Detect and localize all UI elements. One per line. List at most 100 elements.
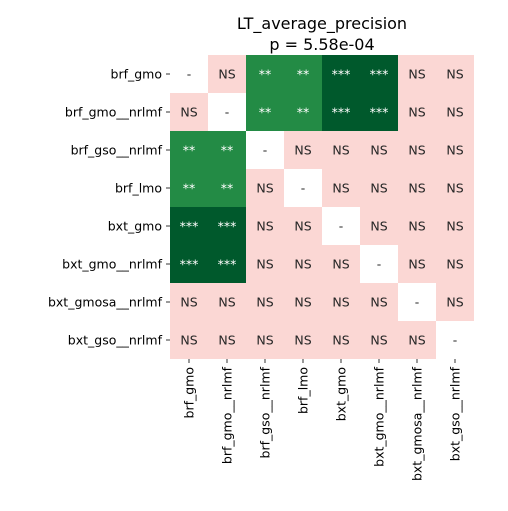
row-label: bxt_gmo xyxy=(108,219,162,234)
column-label: brf_gso__nrlmf xyxy=(258,366,273,458)
cell-value-label: NS xyxy=(408,219,425,234)
heatmap-cell xyxy=(246,245,284,283)
heatmap-cell xyxy=(322,245,360,283)
cell-value-label: - xyxy=(453,333,458,348)
row-label: brf_gmo__nrlmf xyxy=(65,105,163,120)
cell-value-label: NS xyxy=(294,257,311,272)
heatmap-cell xyxy=(170,131,208,169)
cell-value-label: - xyxy=(225,105,230,120)
cell-value-label: ** xyxy=(297,105,310,120)
heatmap-cell xyxy=(360,131,398,169)
cell-value-label: NS xyxy=(446,257,463,272)
heatmap-cell xyxy=(170,283,208,321)
cell-value-label: ** xyxy=(297,67,310,82)
cell-value-label: *** xyxy=(332,105,351,120)
column-label: bxt_gso__nrlmf xyxy=(448,366,463,461)
heatmap-cell xyxy=(360,245,398,283)
column-label: brf_lmo xyxy=(296,367,311,414)
heatmap-cell xyxy=(360,207,398,245)
cell-value-label: *** xyxy=(332,67,351,82)
row-label: bxt_gso__nrlmf xyxy=(68,333,163,348)
heatmap-cell xyxy=(360,283,398,321)
row-label: bxt_gmosa__nrlmf xyxy=(48,295,163,310)
heatmap-cell xyxy=(436,207,474,245)
heatmap-cell xyxy=(208,321,246,359)
heatmap-cell xyxy=(170,93,208,131)
heatmap-cell xyxy=(322,131,360,169)
cell-value-label: *** xyxy=(180,219,199,234)
cell-value-label: *** xyxy=(370,105,389,120)
heatmap-cell xyxy=(208,207,246,245)
heatmap-cell xyxy=(398,321,436,359)
heatmap-cell xyxy=(322,55,360,93)
cell-value-label: NS xyxy=(180,333,197,348)
heatmap-cell xyxy=(322,321,360,359)
cell-value-label: NS xyxy=(446,67,463,82)
heatmap-cell xyxy=(170,55,208,93)
cell-value-label: NS xyxy=(446,219,463,234)
heatmap-cell xyxy=(284,245,322,283)
cell-value-label: NS xyxy=(408,257,425,272)
heatmap-cell xyxy=(398,207,436,245)
heatmap-cell xyxy=(284,55,322,93)
column-label: brf_gmo__nrlmf xyxy=(220,366,235,464)
heatmap-cell xyxy=(398,55,436,93)
cell-value-label: NS xyxy=(446,105,463,120)
cell-value-label: NS xyxy=(370,143,387,158)
row-label: brf_gmo xyxy=(111,67,162,82)
heatmap-cell xyxy=(398,283,436,321)
heatmap-cell xyxy=(284,131,322,169)
heatmap-cell xyxy=(246,131,284,169)
cell-value-label: NS xyxy=(332,143,349,158)
cell-value-label: NS xyxy=(256,333,273,348)
heatmap-cell xyxy=(360,93,398,131)
row-label: bxt_gmo__nrlmf xyxy=(62,257,162,272)
heatmap-cell xyxy=(170,245,208,283)
column-labels: brf_gmo brf_gmo__nrlmf brf_gso__nrlmf brf_l… xyxy=(182,359,463,481)
cell-value-label: NS xyxy=(370,219,387,234)
heatmap-cell xyxy=(398,93,436,131)
cell-value-label: *** xyxy=(218,219,237,234)
column-label: bxt_gmo__nrlmf xyxy=(372,366,387,466)
cell-value-label: NS xyxy=(294,295,311,310)
heatmap-cell xyxy=(208,283,246,321)
heatmap-cell xyxy=(360,55,398,93)
heatmap-cell xyxy=(398,169,436,207)
heatmap-cell xyxy=(246,55,284,93)
heatmap-cell xyxy=(246,93,284,131)
heatmap-cell xyxy=(246,169,284,207)
heatmap-cell xyxy=(436,131,474,169)
heatmap-cell xyxy=(170,321,208,359)
heatmap-cell xyxy=(170,169,208,207)
cell-value-label: *** xyxy=(370,67,389,82)
column-label: bxt_gmosa__nrlmf xyxy=(410,366,425,481)
column-label: brf_gmo xyxy=(182,367,197,418)
heatmap-cell xyxy=(436,169,474,207)
cell-value-label: NS xyxy=(256,181,273,196)
cell-value-label: NS xyxy=(294,333,311,348)
heatmap-cell xyxy=(322,283,360,321)
heatmap-cell xyxy=(322,169,360,207)
heatmap-cell xyxy=(208,169,246,207)
column-label: bxt_gmo xyxy=(334,367,349,421)
cell-value-label: *** xyxy=(180,257,199,272)
cell-value-label: - xyxy=(301,181,306,196)
cell-value-label: NS xyxy=(218,67,235,82)
cell-value-label: NS xyxy=(256,219,273,234)
cell-value-label: NS xyxy=(408,67,425,82)
chart-title: LT_average_precision xyxy=(237,14,407,34)
heatmap-cell xyxy=(322,207,360,245)
cell-value-label: NS xyxy=(256,257,273,272)
cell-value-label: NS xyxy=(332,333,349,348)
heatmap-cell xyxy=(208,245,246,283)
cell-value-label: NS xyxy=(332,295,349,310)
cell-value-label: NS xyxy=(180,295,197,310)
heatmap-cell xyxy=(436,283,474,321)
heatmap-cell xyxy=(360,169,398,207)
heatmap-cell xyxy=(360,321,398,359)
cell-value-label: NS xyxy=(446,181,463,196)
cell-value-label: NS xyxy=(218,333,235,348)
heatmap-cell xyxy=(208,55,246,93)
cell-value-label: NS xyxy=(180,105,197,120)
